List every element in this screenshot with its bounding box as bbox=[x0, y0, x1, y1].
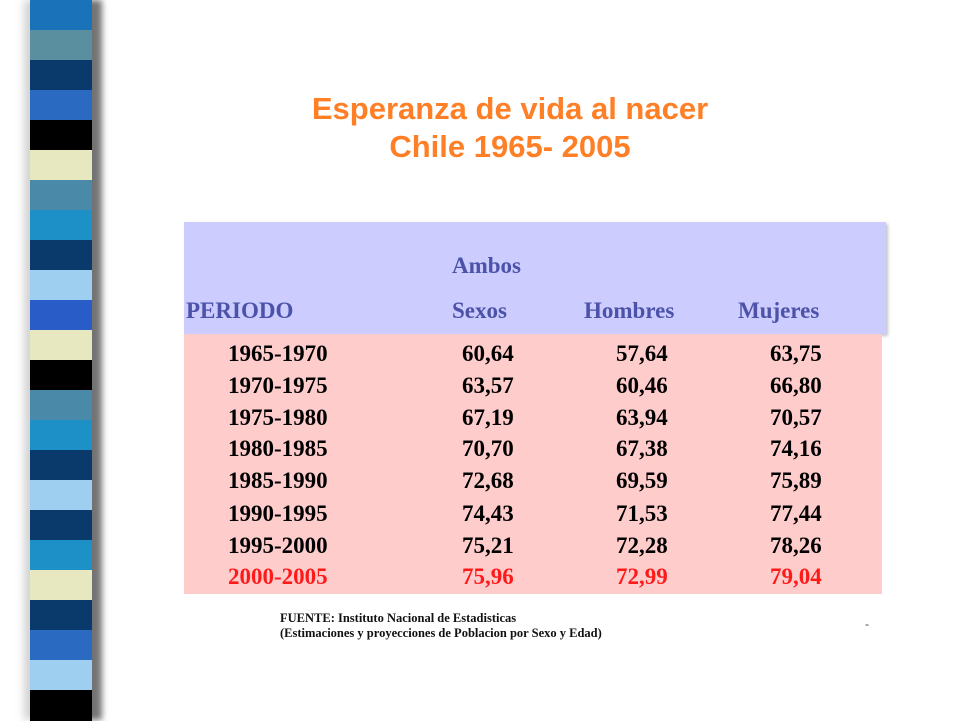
cell-hombres: 72,28 bbox=[616, 533, 668, 558]
cell-hombres: 72,99 bbox=[616, 564, 668, 589]
stripe-segment bbox=[30, 60, 92, 91]
cell-ambos: 75,21 bbox=[462, 533, 514, 558]
cell-periodo: 1980-1985 bbox=[228, 436, 328, 461]
stripe-segment bbox=[30, 450, 92, 481]
decorative-stripe-bar bbox=[30, 0, 92, 721]
cell-periodo: 2000-2005 bbox=[228, 564, 328, 589]
table-body: 1965-1970 60,64 57,64 63,75 1970-1975 63,57 60… bbox=[184, 334, 882, 594]
cell-periodo: 1990-1995 bbox=[228, 501, 328, 526]
stripe-segment bbox=[30, 510, 92, 541]
cell-ambos: 60,64 bbox=[462, 341, 514, 366]
cell-mujeres: 74,16 bbox=[770, 436, 822, 461]
cell-mujeres: 70,57 bbox=[770, 405, 822, 430]
table-row: 1995-2000 75,21 72,28 78,26 bbox=[184, 530, 882, 562]
source-line-1: FUENTE: Instituto Nacional de Estadistic… bbox=[280, 611, 517, 625]
cell-hombres: 71,53 bbox=[616, 501, 668, 526]
cell-mujeres: 78,26 bbox=[770, 533, 822, 558]
cell-ambos: 72,68 bbox=[462, 468, 514, 493]
stripe-segment bbox=[30, 90, 92, 121]
table-row: 1975-1980 67,19 63,94 70,57 bbox=[184, 402, 882, 434]
stripe-segment bbox=[30, 210, 92, 241]
table-row: 1980-1985 70,70 67,38 74,16 bbox=[184, 433, 882, 465]
cell-periodo: 1985-1990 bbox=[228, 468, 328, 493]
table-row: 1965-1970 60,64 57,64 63,75 bbox=[184, 338, 882, 370]
stripe-segment bbox=[30, 150, 92, 181]
cell-mujeres: 63,75 bbox=[770, 341, 822, 366]
stripe-segment bbox=[30, 360, 92, 391]
slide-title: Esperanza de vida al nacer Chile 1965- 2… bbox=[200, 90, 820, 166]
cell-periodo: 1975-1980 bbox=[228, 405, 328, 430]
cell-hombres: 69,59 bbox=[616, 468, 668, 493]
stripe-segment bbox=[30, 300, 92, 331]
table-row: 1990-1995 74,43 71,53 77,44 bbox=[184, 498, 882, 530]
cell-ambos: 67,19 bbox=[462, 405, 514, 430]
cell-hombres: 60,46 bbox=[616, 373, 668, 398]
header-mujeres: Mujeres bbox=[738, 298, 820, 323]
table-row: 1985-1990 72,68 69,59 75,89 bbox=[184, 465, 882, 497]
stripe-segment bbox=[30, 0, 92, 31]
table-header: Ambos PERIODO Sexos Hombres Mujeres bbox=[184, 222, 886, 334]
stripe-segment bbox=[30, 120, 92, 151]
stripe-segment bbox=[30, 270, 92, 301]
table-row: 1970-1975 63,57 60,46 66,80 bbox=[184, 370, 882, 402]
cell-hombres: 63,94 bbox=[616, 405, 668, 430]
stripe-segment bbox=[30, 30, 92, 61]
cell-hombres: 57,64 bbox=[616, 341, 668, 366]
cell-ambos: 74,43 bbox=[462, 501, 514, 526]
cell-ambos: 63,57 bbox=[462, 373, 514, 398]
source-note: FUENTE: Instituto Nacional de Estadistic… bbox=[280, 611, 602, 641]
stripe-segment bbox=[30, 690, 92, 721]
cell-hombres: 67,38 bbox=[616, 436, 668, 461]
title-line-2: Chile 1965- 2005 bbox=[389, 129, 631, 164]
cell-mujeres: 66,80 bbox=[770, 373, 822, 398]
table-row: 2000-2005 75,96 72,99 79,04 bbox=[184, 561, 882, 593]
cell-periodo: 1995-2000 bbox=[228, 533, 328, 558]
cell-mujeres: 75,89 bbox=[770, 468, 822, 493]
stripe-segment bbox=[30, 390, 92, 421]
cell-ambos: 70,70 bbox=[462, 436, 514, 461]
title-line-1: Esperanza de vida al nacer bbox=[311, 91, 709, 126]
stripe-segment bbox=[30, 330, 92, 361]
header-sexos: Sexos bbox=[452, 298, 507, 323]
stripe-segment bbox=[30, 420, 92, 451]
header-hombres: Hombres bbox=[584, 298, 675, 323]
stripe-segment bbox=[30, 570, 92, 601]
cell-ambos: 75,96 bbox=[462, 564, 514, 589]
dash-mark: - bbox=[865, 617, 869, 631]
stripe-segment bbox=[30, 540, 92, 571]
cell-periodo: 1965-1970 bbox=[228, 341, 328, 366]
stripe-segment bbox=[30, 630, 92, 661]
cell-mujeres: 77,44 bbox=[770, 501, 822, 526]
stripe-segment bbox=[30, 180, 92, 211]
stripe-segment bbox=[30, 240, 92, 271]
source-line-2: (Estimaciones y proyecciones de Poblacio… bbox=[280, 626, 602, 640]
cell-periodo: 1970-1975 bbox=[228, 373, 328, 398]
stripe-segment bbox=[30, 660, 92, 691]
stripe-segment bbox=[30, 480, 92, 511]
cell-mujeres: 79,04 bbox=[770, 564, 822, 589]
stripe-segment bbox=[30, 600, 92, 631]
header-ambos: Ambos bbox=[452, 253, 522, 278]
header-periodo: PERIODO bbox=[186, 298, 294, 323]
